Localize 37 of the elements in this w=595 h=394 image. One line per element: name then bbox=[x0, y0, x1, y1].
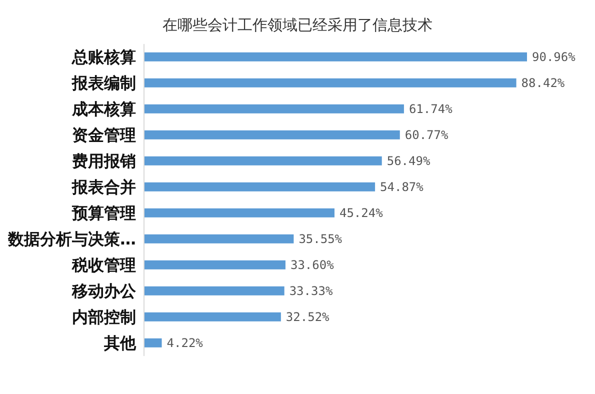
y-tick-label: 其他 bbox=[103, 334, 137, 353]
bar bbox=[144, 286, 284, 296]
bar bbox=[144, 208, 334, 218]
bar bbox=[144, 52, 527, 62]
data-label: 45.24% bbox=[339, 206, 384, 220]
bar bbox=[144, 234, 294, 244]
data-label: 32.52% bbox=[286, 310, 330, 324]
y-tick-label: 资金管理 bbox=[72, 126, 136, 145]
bar bbox=[144, 182, 376, 192]
chart-title: 在哪些会计工作领域已经采用了信息技术 bbox=[162, 15, 434, 36]
y-tick-label: 预算管理 bbox=[71, 204, 136, 223]
data-label: 88.42% bbox=[521, 76, 566, 90]
bar bbox=[144, 130, 400, 140]
data-label: 60.77% bbox=[404, 128, 450, 142]
y-tick-label: 税收管理 bbox=[71, 256, 136, 275]
bar bbox=[144, 312, 281, 322]
data-label: 33.33% bbox=[289, 284, 334, 298]
y-tick-label: 报表合并 bbox=[71, 178, 136, 197]
bar bbox=[144, 260, 286, 270]
bar bbox=[144, 338, 162, 348]
y-tick-label: 数据分析与决策… bbox=[7, 230, 136, 249]
data-label: 4.22% bbox=[166, 336, 204, 350]
data-label: 90.96% bbox=[532, 50, 576, 64]
data-label: 56.49% bbox=[386, 154, 431, 168]
y-tick-label: 费用报销 bbox=[71, 152, 136, 171]
data-label: 54.87% bbox=[380, 180, 424, 194]
bar bbox=[144, 156, 382, 166]
data-label: 33.60% bbox=[290, 258, 335, 272]
y-tick-label: 内部控制 bbox=[72, 308, 136, 327]
y-tick-label: 成本核算 bbox=[71, 100, 136, 119]
y-tick-label: 报表编制 bbox=[71, 74, 136, 93]
bar bbox=[144, 104, 404, 114]
data-label: 61.74% bbox=[408, 102, 454, 116]
data-label: 35.55% bbox=[298, 232, 343, 246]
y-tick-label: 移动办公 bbox=[71, 282, 137, 301]
y-tick-label: 总账核算 bbox=[71, 48, 136, 67]
bar bbox=[144, 78, 516, 88]
